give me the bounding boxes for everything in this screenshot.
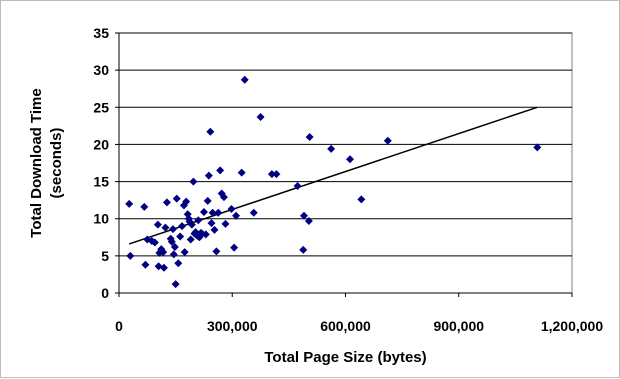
data-point <box>256 112 265 121</box>
y-tick-label: 15 <box>93 174 109 190</box>
data-point <box>168 225 177 234</box>
y-tick-label: 10 <box>93 211 109 227</box>
data-point <box>383 136 392 145</box>
data-point <box>126 251 135 260</box>
y-axis-title: Total Download Time <box>28 88 45 237</box>
data-point <box>150 238 159 247</box>
x-tick-label: 1,200,000 <box>541 318 603 334</box>
data-point <box>207 219 216 228</box>
data-point <box>187 220 196 229</box>
data-point <box>249 208 258 217</box>
data-point <box>230 243 239 252</box>
data-point <box>305 133 314 141</box>
data-point <box>174 259 183 268</box>
data-point <box>216 166 225 175</box>
plot-area <box>118 32 573 294</box>
data-point <box>141 260 150 269</box>
data-point <box>299 211 308 220</box>
data-point <box>533 143 542 152</box>
data-point <box>159 263 168 272</box>
data-point <box>161 223 170 232</box>
data-point <box>212 247 221 256</box>
data-point <box>180 248 189 257</box>
data-point <box>159 248 168 257</box>
data-point <box>171 280 180 289</box>
y-tick-label: 30 <box>93 62 109 78</box>
y-tick-label: 20 <box>93 136 109 152</box>
data-point <box>167 237 176 246</box>
data-point <box>210 225 219 234</box>
data-point <box>227 205 236 214</box>
x-tick-label: 0 <box>115 318 123 334</box>
y-tick-label: 35 <box>93 25 109 41</box>
data-point <box>201 230 210 239</box>
data-point <box>219 193 228 202</box>
data-point <box>272 170 281 179</box>
data-point <box>299 245 308 254</box>
data-point <box>153 220 162 229</box>
data-point <box>140 202 149 211</box>
data-point <box>199 208 208 217</box>
data-point <box>162 198 171 207</box>
data-point <box>221 219 230 228</box>
data-point <box>189 177 198 186</box>
data-point <box>214 208 223 217</box>
data-point <box>178 222 187 231</box>
data-point <box>237 168 246 177</box>
data-point <box>186 235 195 244</box>
y-tick-label: 5 <box>101 248 109 264</box>
data-point <box>169 250 178 259</box>
data-point <box>204 171 213 180</box>
data-point <box>232 211 241 220</box>
data-point <box>267 170 276 179</box>
data-point <box>206 127 215 136</box>
data-point <box>208 208 217 217</box>
x-tick-label: 600,000 <box>320 318 371 334</box>
data-point <box>194 216 203 225</box>
data-point <box>240 75 249 84</box>
data-point <box>172 194 181 203</box>
data-point <box>304 216 313 225</box>
data-point <box>176 232 185 241</box>
data-point <box>125 199 134 208</box>
x-axis-title: Total Page Size (bytes) <box>264 349 426 366</box>
data-point <box>182 197 191 206</box>
data-point <box>346 155 355 164</box>
y-axis-title: (seconds) <box>48 128 65 199</box>
data-point <box>357 195 366 204</box>
data-point <box>203 196 212 205</box>
data-point <box>293 182 302 191</box>
data-point <box>170 242 179 251</box>
x-tick-label: 300,000 <box>207 318 258 334</box>
y-tick-label: 0 <box>101 285 109 301</box>
y-tick-label: 25 <box>93 99 109 115</box>
data-point <box>327 144 336 153</box>
x-tick-label: 900,000 <box>433 318 484 334</box>
